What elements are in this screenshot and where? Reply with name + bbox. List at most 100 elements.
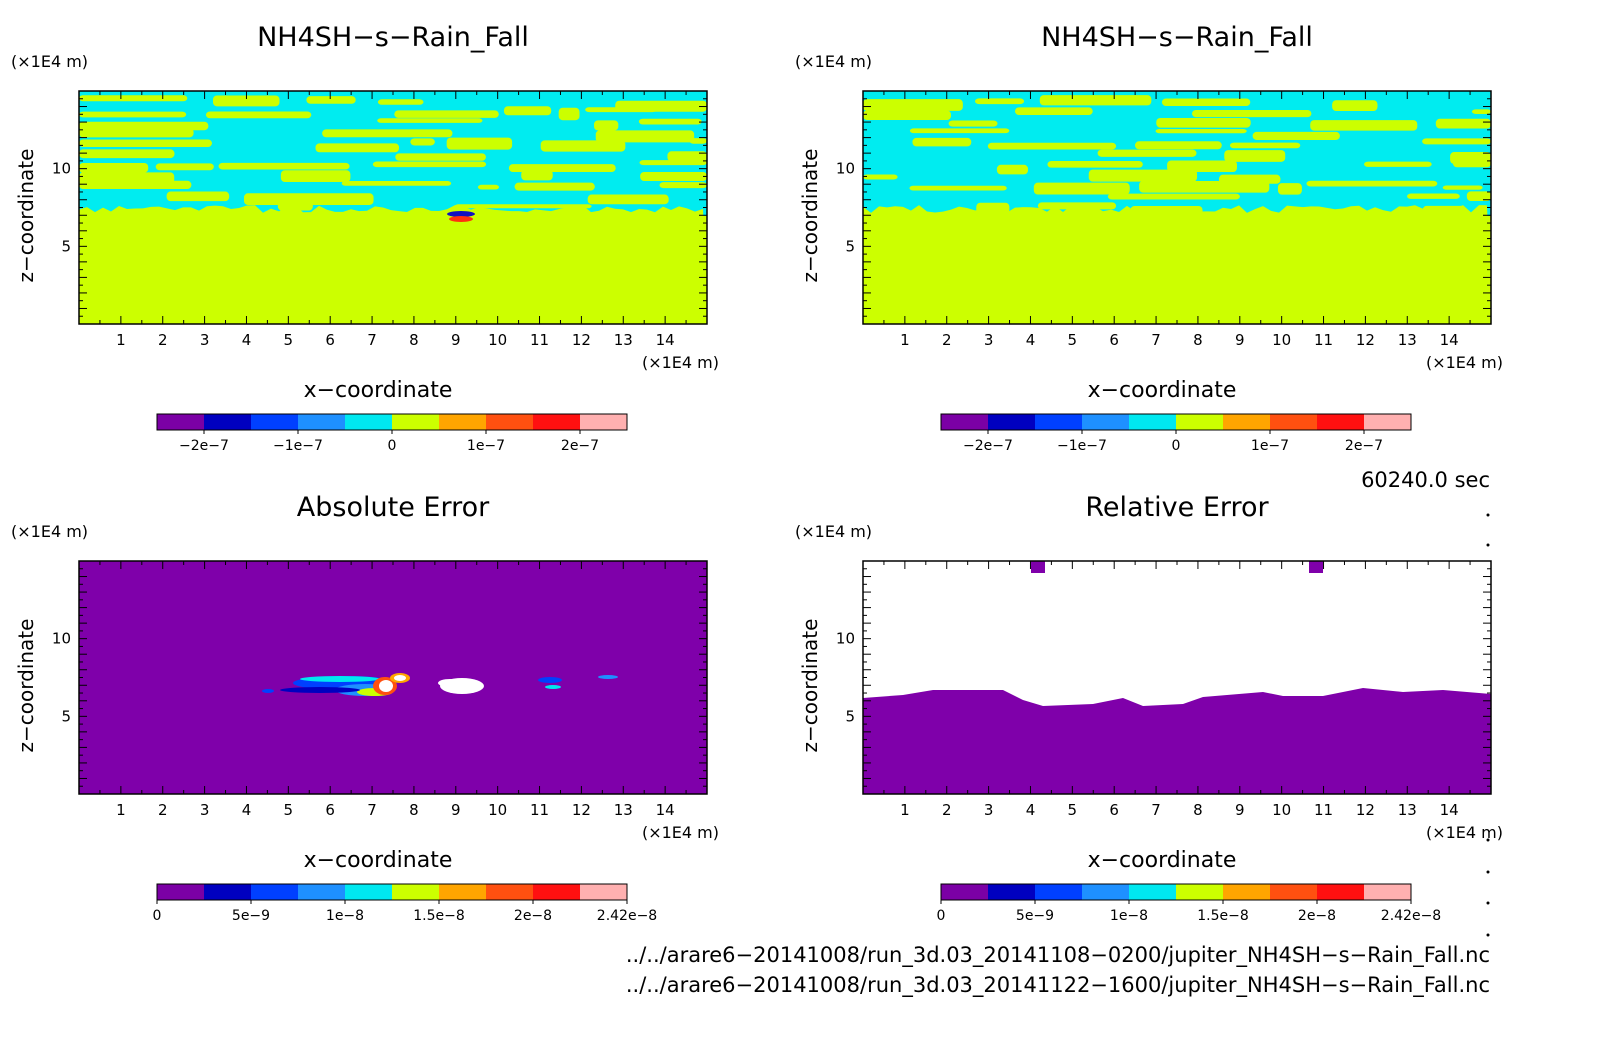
x-tick-label: 2 [942, 801, 952, 819]
streak [377, 118, 483, 123]
x-unit-label: (×1E4 m) [642, 353, 719, 372]
colorbar-swatch [533, 884, 580, 900]
streak [1161, 98, 1251, 106]
z-tick-label: 10 [836, 160, 855, 178]
colorbar-swatch [941, 884, 988, 900]
streak [1039, 95, 1152, 106]
x-axis-label: x−coordinate [1088, 378, 1237, 403]
streak [639, 160, 707, 166]
streak [909, 128, 1010, 134]
streak [595, 130, 695, 143]
colorbar-swatch [580, 884, 627, 900]
colorbar-swatch [439, 884, 486, 900]
chart-title: Relative Error [1085, 492, 1269, 523]
x-tick-label: 14 [656, 801, 675, 819]
streak [1047, 161, 1143, 168]
z-tick-label: 10 [836, 630, 855, 648]
streak [863, 110, 952, 121]
colorbar-swatch [1317, 884, 1364, 900]
x-tick-label: 4 [242, 331, 252, 349]
top-spot [1309, 561, 1323, 573]
streak [667, 151, 707, 162]
streak [315, 143, 400, 153]
streak [638, 118, 702, 125]
streak [341, 181, 452, 186]
streak [1252, 131, 1340, 140]
colorbar-label: 2e−8 [1298, 908, 1336, 924]
x-tick-label: 11 [530, 331, 549, 349]
colorbar-label: 2.42e−8 [1381, 908, 1441, 924]
colorbar-swatch [1317, 414, 1364, 430]
streak [306, 96, 356, 104]
streak [166, 191, 230, 202]
x-tick-label: 6 [1109, 331, 1119, 349]
streak [1422, 138, 1491, 145]
streak [79, 128, 194, 138]
colorbar-swatch [1129, 414, 1176, 430]
colorbar-swatch [1223, 414, 1270, 430]
colorbar-label: 0 [1172, 438, 1181, 454]
streak [1442, 185, 1483, 190]
z-unit-label: (×1E4 m) [795, 522, 872, 541]
z-tick-label: 5 [61, 237, 71, 255]
colorbar-label: 1e−7 [1251, 438, 1289, 454]
marker-dot [1486, 838, 1490, 842]
colorbar-swatch [941, 414, 988, 430]
x-tick-label: 7 [367, 331, 377, 349]
x-tick-label: 3 [984, 801, 994, 819]
streak [1192, 110, 1312, 118]
x-tick-label: 12 [572, 331, 591, 349]
streak [205, 111, 312, 119]
x-tick-label: 3 [984, 331, 994, 349]
lower-layer [79, 205, 707, 324]
streak [558, 107, 580, 121]
x-tick-label: 8 [409, 801, 419, 819]
streak [594, 120, 619, 131]
error-blob [280, 687, 360, 693]
colorbar-label: 5e−9 [1016, 908, 1054, 924]
x-tick-label: 6 [1109, 801, 1119, 819]
streak [689, 138, 707, 144]
streak [446, 137, 513, 150]
colorbar-swatch [988, 414, 1035, 430]
error-blob [379, 680, 393, 692]
x-tick-label: 1 [900, 801, 910, 819]
x-tick-label: 14 [1440, 331, 1459, 349]
x-tick-label: 13 [614, 331, 633, 349]
colorbar-swatch [988, 884, 1035, 900]
x-tick-label: 10 [1272, 331, 1291, 349]
colorbar-swatch [392, 884, 439, 900]
streak [1107, 193, 1240, 200]
colorbar-swatch [1176, 414, 1223, 430]
x-tick-label: 11 [1314, 801, 1333, 819]
streak [1139, 181, 1270, 193]
marker-dot [1486, 901, 1490, 905]
streak [1134, 141, 1222, 150]
colorbar-swatch [533, 414, 580, 430]
x-tick-label: 11 [1314, 331, 1333, 349]
streak [1155, 128, 1247, 134]
colorbar-swatch [345, 884, 392, 900]
panel-0: 1 2 3 4 5 6 7 8 9 10 11 12 13 14510NH4SH−s−Rain_Fall(… [11, 22, 719, 454]
colorbar-swatch [392, 414, 439, 430]
streak [540, 140, 626, 152]
x-tick-label: 9 [451, 801, 461, 819]
x-tick-label: 3 [200, 331, 210, 349]
x-unit-label: (×1E4 m) [642, 823, 719, 842]
streak [1224, 150, 1286, 162]
streak [1033, 182, 1130, 195]
colorbar-swatch [580, 414, 627, 430]
x-tick-label: 7 [367, 801, 377, 819]
streak [1364, 161, 1432, 167]
colorbar-label: −2e−7 [179, 438, 229, 454]
x-unit-label: (×1E4 m) [1426, 353, 1503, 372]
streak [587, 194, 669, 205]
colorbar-swatch [157, 884, 204, 900]
x-tick-label: 4 [242, 801, 252, 819]
x-tick-label: 5 [284, 801, 294, 819]
colorbar-swatch [1270, 414, 1317, 430]
x-tick-label: 12 [1356, 801, 1375, 819]
z-tick-label: 10 [52, 630, 71, 648]
streak [912, 137, 972, 147]
